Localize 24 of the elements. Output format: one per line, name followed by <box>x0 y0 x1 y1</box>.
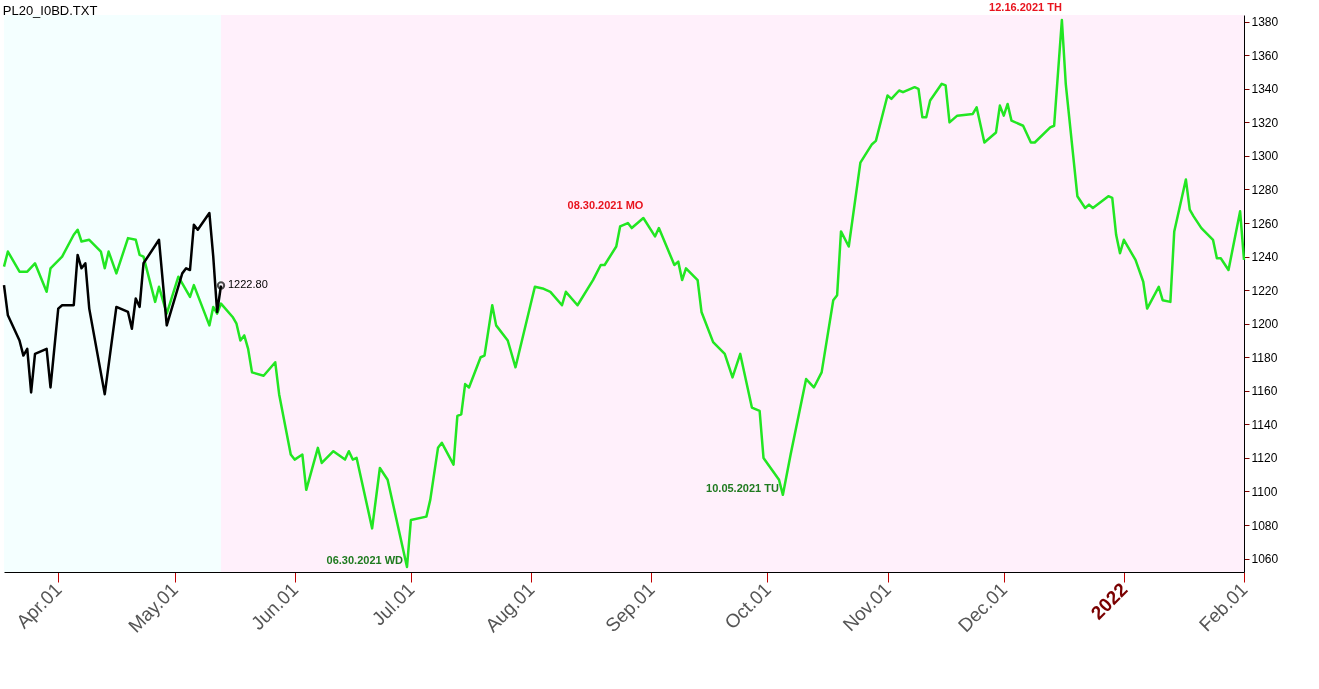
y-tick-label: 1100 <box>1251 484 1278 499</box>
y-tick-label: 1220 <box>1251 283 1279 298</box>
y-tick-label: 1140 <box>1251 417 1278 432</box>
y-tick-label: 1240 <box>1251 250 1279 265</box>
annotation: 06.30.2021 WD <box>326 553 404 566</box>
y-tick-label: 1120 <box>1251 451 1278 466</box>
annotation: 12.16.2021 TH <box>989 1 1062 14</box>
y-tick-label: 1380 <box>1251 15 1279 30</box>
y-tick-label: 1080 <box>1251 518 1279 533</box>
y-tick-label: 1340 <box>1251 82 1279 97</box>
y-tick-label: 1280 <box>1251 182 1279 197</box>
y-tick-label: 1300 <box>1251 149 1279 164</box>
y-tick-label: 1160 <box>1251 384 1278 399</box>
annotation: 08.30.2021 MO <box>567 199 644 211</box>
y-tick-label: 1180 <box>1251 350 1278 365</box>
y-tick-label: 1260 <box>1251 216 1279 231</box>
y-tick-label: 1200 <box>1251 317 1279 332</box>
data-label: 1222.80 <box>228 278 268 291</box>
line-series <box>2 18 1246 569</box>
y-tick-label: 1060 <box>1251 552 1279 567</box>
annotation: 10.05.2021 TU <box>706 481 779 494</box>
y-tick-label: 1320 <box>1251 115 1279 130</box>
y-tick-label: 1360 <box>1251 48 1279 63</box>
chart-title: PL20_I0BD.TXT <box>2 3 98 19</box>
